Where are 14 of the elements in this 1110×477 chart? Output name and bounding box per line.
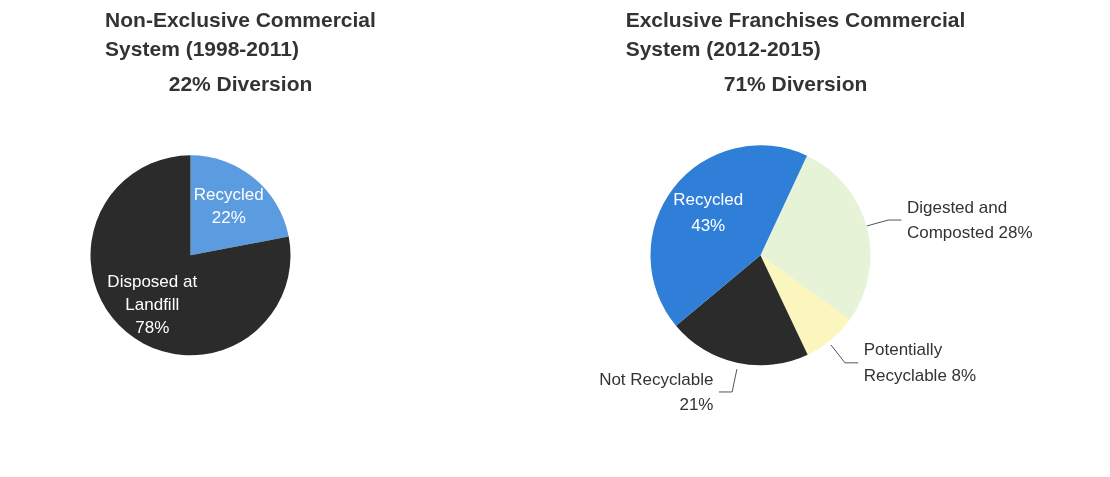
data-label: 21%: [679, 395, 714, 415]
chart-title: Non-Exclusive Commercial System (1998-2011): [105, 7, 376, 60]
slice-label: Recycled: [193, 185, 264, 205]
data-label: 22%: [211, 208, 246, 228]
slice-label: Digested and Composted 28%: [906, 197, 1033, 243]
slice-label: Recycled: [673, 190, 744, 210]
chart-subtitle: 22% Diversion: [168, 71, 313, 95]
chart-title: Exclusive Franchises Commercial System (2012-2015): [625, 7, 966, 60]
chart-subtitle: 71% Diversion: [723, 71, 868, 95]
slice-label: Disposed at Landfill: [107, 271, 198, 314]
data-label: 78%: [135, 318, 170, 338]
slice-label: Potentially Recyclable 8%: [863, 340, 977, 386]
data-label: 43%: [691, 215, 726, 235]
slice-label: Not Recyclable: [599, 369, 714, 389]
